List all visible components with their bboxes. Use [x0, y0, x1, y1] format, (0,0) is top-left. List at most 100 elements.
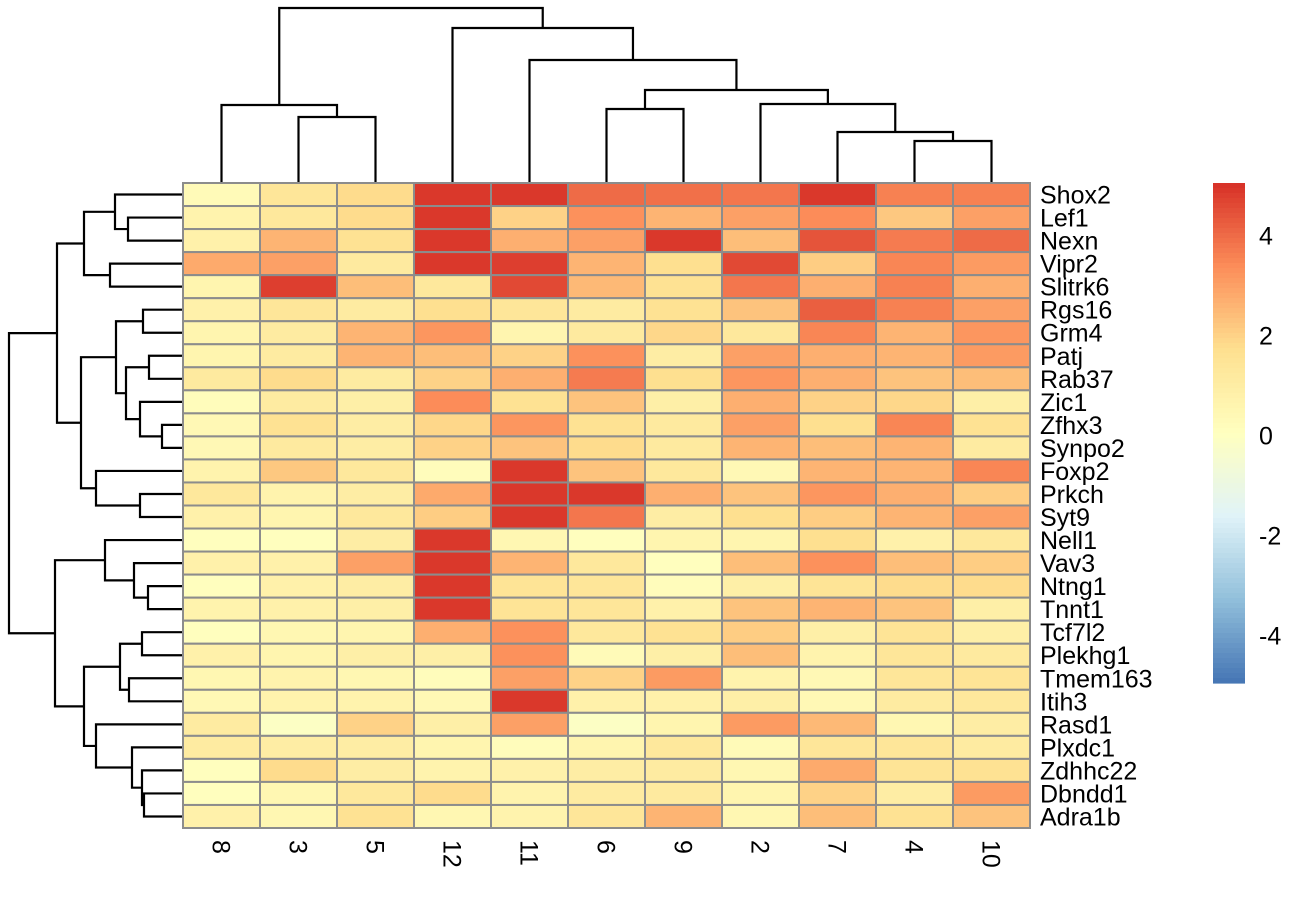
legend-color-step [1213, 423, 1245, 429]
heatmap-cell [182, 527, 261, 553]
heatmap-cell [875, 780, 954, 806]
heatmap-cell [336, 573, 415, 599]
row-label: Tmem163 [1040, 665, 1153, 693]
heatmap-cell [567, 320, 646, 346]
heatmap-cell [567, 389, 646, 415]
legend-tick-label: 4 [1259, 223, 1273, 251]
legend-color-step [1213, 458, 1245, 464]
heatmap-cell [490, 481, 569, 507]
legend-color-step [1213, 453, 1245, 459]
heatmap-cell [875, 343, 954, 369]
row-dendrogram-branch [127, 677, 183, 703]
legend-color-step [1213, 563, 1245, 569]
heatmap-cell [721, 182, 800, 208]
heatmap-cell [413, 711, 492, 737]
heatmap-cell [644, 642, 723, 668]
heatmap-cell [336, 412, 415, 438]
heatmap-cell [259, 228, 338, 254]
heatmap-cell [952, 366, 1031, 392]
heatmap-cell [644, 182, 723, 208]
legend-tick-label: 2 [1259, 323, 1273, 351]
legend-color-step [1213, 653, 1245, 659]
row-dendrogram-branch [82, 665, 120, 748]
row-dendrogram [7, 193, 183, 818]
legend-color-step [1213, 273, 1245, 279]
legend-color-step [1213, 263, 1245, 269]
heatmap-cell [567, 642, 646, 668]
legend-color-step [1213, 253, 1245, 259]
legend-color-step [1213, 588, 1245, 594]
heatmap-cell [336, 596, 415, 622]
legend-color-step [1213, 618, 1245, 624]
heatmap-cell [567, 435, 646, 461]
heatmap-cell [182, 228, 261, 254]
heatmap-cell [567, 780, 646, 806]
row-label: Plxdc1 [1040, 734, 1115, 762]
legend-color-step [1213, 278, 1245, 284]
legend-color-step [1213, 628, 1245, 634]
heatmap-cell [336, 711, 415, 737]
legend-color-step [1213, 353, 1245, 359]
heatmap-cell [336, 780, 415, 806]
heatmap-cell [644, 550, 723, 576]
heatmap-cell [721, 619, 800, 645]
heatmap-cell [644, 688, 723, 714]
legend-color-step [1213, 533, 1245, 539]
legend-color-step [1213, 608, 1245, 614]
row-label: Zdhhc22 [1040, 757, 1137, 785]
legend-color-step [1213, 258, 1245, 264]
heatmap-cell [490, 803, 569, 830]
legend-tick-label: -2 [1259, 523, 1281, 551]
row-label: Shox2 [1040, 182, 1111, 210]
heatmap-cell [798, 251, 877, 277]
heatmap-cell [336, 619, 415, 645]
heatmap-cell [721, 573, 800, 599]
heatmap-cell [952, 205, 1031, 231]
heatmap-cell [721, 343, 800, 369]
legend-color-step [1213, 283, 1245, 289]
row-labels: Shox2Lef1NexnVipr2Slitrk6Rgs16Grm4PatjRa… [1040, 182, 1153, 832]
heatmap-cell [875, 389, 954, 415]
row-label: Adra1b [1040, 803, 1121, 831]
heatmap-cell [952, 343, 1031, 369]
heatmap-cell [798, 619, 877, 645]
row-dendrogram-branch [140, 769, 183, 807]
heatmap-cell [413, 343, 492, 369]
row-label: Rgs16 [1040, 297, 1112, 325]
heatmap-cell [259, 481, 338, 507]
heatmap-cell [721, 734, 800, 760]
heatmap-cell [567, 596, 646, 622]
heatmap-cell [721, 711, 800, 737]
heatmap-cell [336, 435, 415, 461]
heatmap-cell [952, 251, 1031, 277]
legend-color-step [1213, 433, 1245, 439]
heatmap-cell [798, 297, 877, 323]
heatmap-cell [875, 182, 954, 208]
heatmap-cell [952, 780, 1031, 806]
heatmap-cell [490, 642, 569, 668]
heatmap-cell [644, 274, 723, 300]
heatmap-cell [259, 803, 338, 830]
heatmap-cell [798, 389, 877, 415]
heatmap-cell [798, 435, 877, 461]
heatmap-cell [798, 757, 877, 783]
heatmap-cell [952, 389, 1031, 415]
heatmap-cell [336, 688, 415, 714]
heatmap-cell [413, 205, 492, 231]
legend-color-step [1213, 613, 1245, 619]
heatmap-cell [182, 734, 261, 760]
row-dendrogram-branch [132, 561, 183, 599]
legend-color-step [1213, 308, 1245, 314]
heatmap-cell [182, 803, 261, 830]
heatmap-cell [259, 504, 338, 530]
heatmap-cell [567, 228, 646, 254]
heatmap-cell [259, 665, 338, 691]
heatmap-cell [798, 343, 877, 369]
row-label: Rasd1 [1040, 711, 1112, 739]
heatmap-cell [490, 596, 569, 622]
heatmap-cell [336, 251, 415, 277]
heatmap-cell [336, 665, 415, 691]
heatmap-cell [182, 274, 261, 300]
heatmap-cell [644, 228, 723, 254]
row-label: Ntng1 [1040, 573, 1107, 601]
